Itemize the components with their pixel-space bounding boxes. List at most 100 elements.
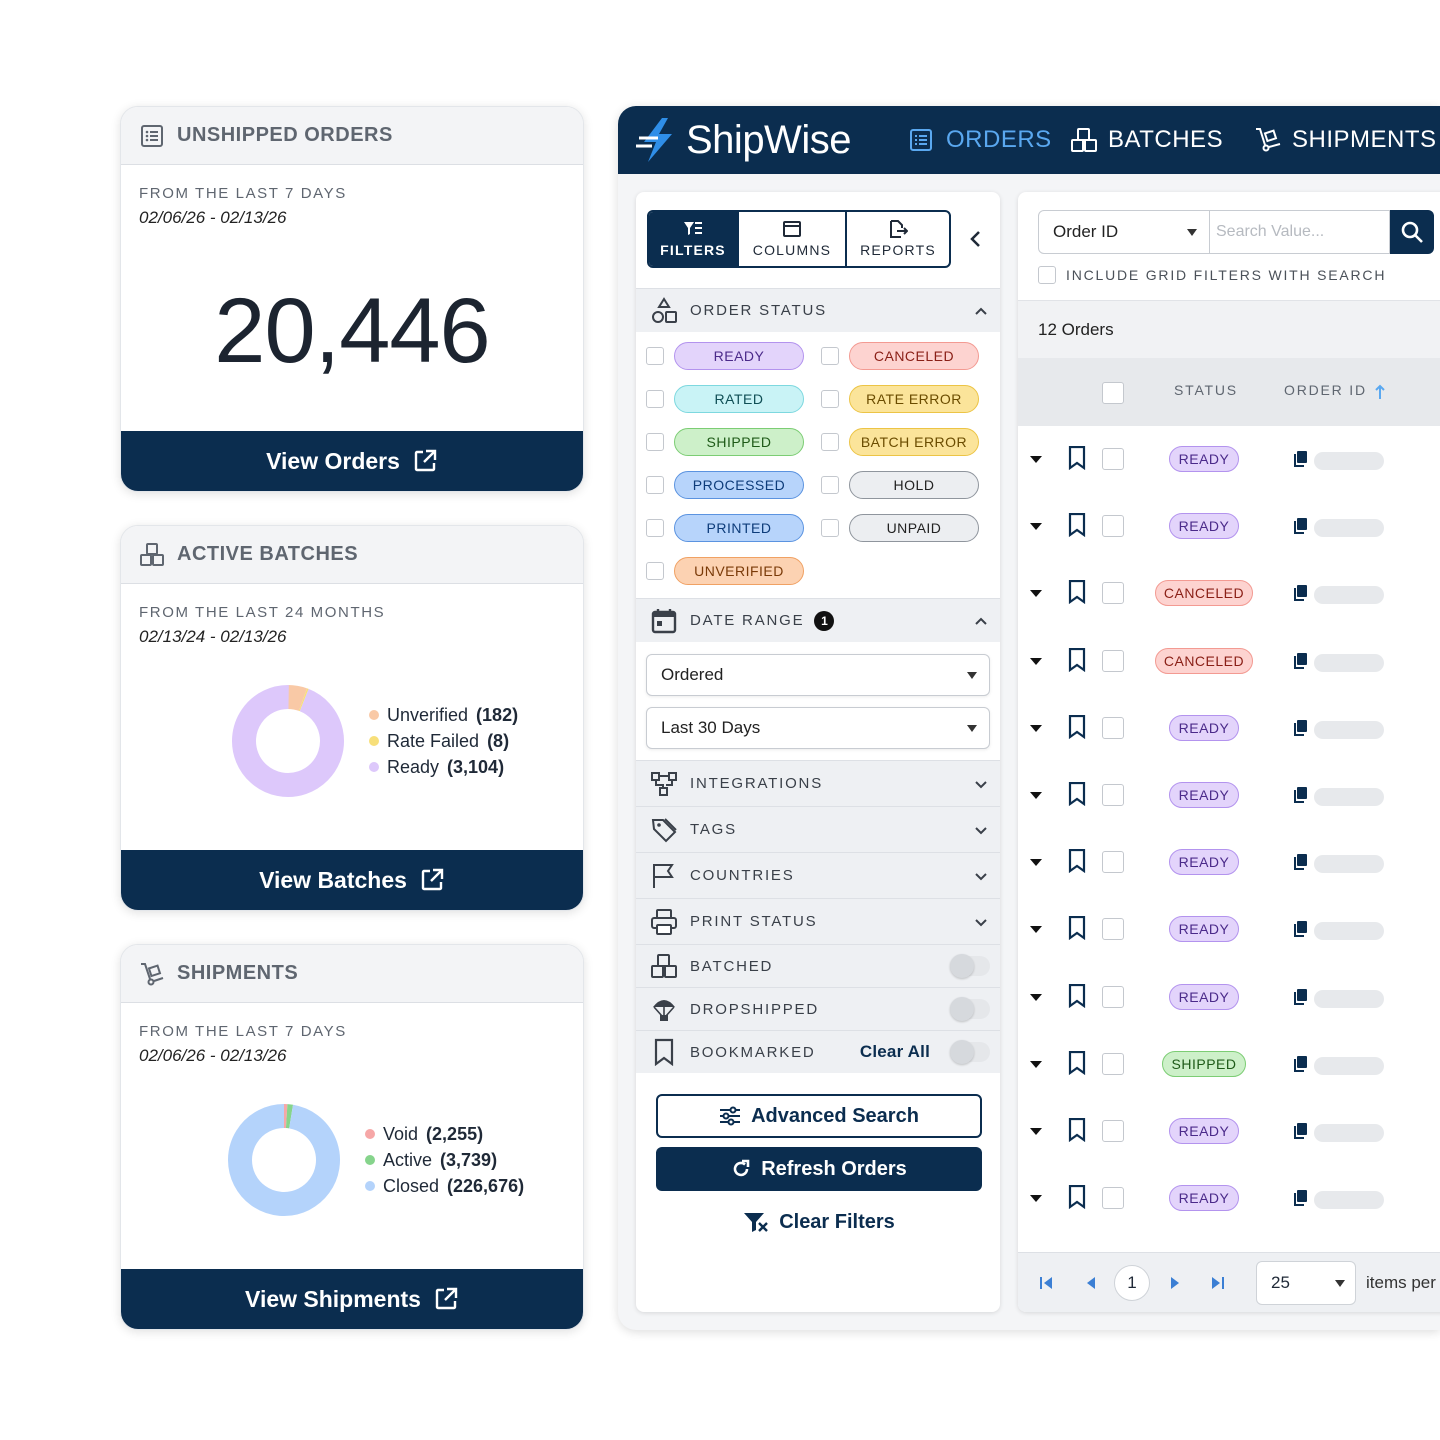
search-field-select[interactable]: Order ID <box>1038 210 1210 254</box>
bookmark-icon[interactable] <box>1068 1050 1086 1075</box>
status-option[interactable]: PROCESSED <box>646 471 804 499</box>
column-header-status[interactable]: STATUS <box>1174 382 1238 398</box>
row-checkbox[interactable] <box>1102 918 1124 941</box>
table-row[interactable]: CANCELED <box>1018 628 1440 695</box>
section-integrations[interactable]: INTEGRATIONS <box>636 760 1000 806</box>
dropshipped-toggle[interactable] <box>950 997 990 1021</box>
copy-icon[interactable] <box>1292 517 1308 535</box>
table-row[interactable]: READY <box>1018 426 1440 493</box>
status-pill[interactable]: HOLD <box>849 471 979 499</box>
status-option[interactable]: CANCELED <box>821 342 979 370</box>
bookmark-icon[interactable] <box>1068 983 1086 1008</box>
copy-icon[interactable] <box>1292 1055 1308 1073</box>
bookmark-icon[interactable] <box>1068 446 1086 470</box>
last-page-icon[interactable] <box>1210 1275 1226 1291</box>
expand-row-icon[interactable] <box>1030 993 1042 1001</box>
status-option[interactable]: UNVERIFIED <box>646 557 804 585</box>
include-grid-filters-option[interactable]: INCLUDE GRID FILTERS WITH SEARCH <box>1038 266 1386 284</box>
expand-row-icon[interactable] <box>1030 926 1042 934</box>
table-row[interactable]: SHIPPED <box>1018 1031 1440 1098</box>
refresh-orders-button[interactable]: Refresh Orders <box>656 1147 982 1191</box>
status-pill[interactable]: READY <box>674 342 804 370</box>
section-date-range[interactable]: DATE RANGE 1 <box>636 598 1000 642</box>
advanced-search-button[interactable]: Advanced Search <box>656 1094 982 1138</box>
expand-row-icon[interactable] <box>1030 859 1042 867</box>
tab-reports[interactable]: REPORTS <box>847 212 949 266</box>
row-checkbox[interactable] <box>1102 649 1124 672</box>
nav-shipments[interactable]: SHIPMENTS <box>1254 106 1437 174</box>
date-period-select[interactable]: Last 30 Days <box>646 707 990 749</box>
bookmark-icon[interactable] <box>1068 782 1086 806</box>
bookmark-icon[interactable] <box>1068 513 1086 538</box>
tab-filters[interactable]: FILTERS <box>649 212 739 266</box>
bookmark-icon[interactable] <box>1068 714 1086 739</box>
copy-icon[interactable] <box>1292 1122 1308 1140</box>
status-option[interactable]: SHIPPED <box>646 428 804 456</box>
copy-icon[interactable] <box>1292 584 1308 602</box>
table-row[interactable]: READY <box>1018 896 1440 963</box>
status-pill[interactable]: RATE ERROR <box>849 385 979 413</box>
table-row[interactable]: CANCELED <box>1018 560 1440 627</box>
status-checkbox[interactable] <box>821 476 839 494</box>
shipwise-logo[interactable]: ShipWise <box>636 116 851 164</box>
date-type-select[interactable]: Ordered <box>646 654 990 696</box>
status-option[interactable]: READY <box>646 342 804 370</box>
search-input[interactable] <box>1210 210 1390 254</box>
expand-row-icon[interactable] <box>1030 1128 1042 1135</box>
first-page-icon[interactable] <box>1038 1275 1054 1291</box>
table-row[interactable]: READY <box>1018 829 1440 896</box>
expand-row-icon[interactable] <box>1030 523 1042 531</box>
status-checkbox[interactable] <box>646 562 664 580</box>
status-pill[interactable]: UNPAID <box>849 514 979 542</box>
copy-icon[interactable] <box>1292 652 1308 670</box>
next-page-icon[interactable] <box>1168 1275 1184 1291</box>
status-checkbox[interactable] <box>821 390 839 408</box>
status-pill[interactable]: RATED <box>674 385 804 413</box>
status-checkbox[interactable] <box>646 390 664 408</box>
status-checkbox[interactable] <box>646 519 664 537</box>
copy-icon[interactable] <box>1292 988 1308 1006</box>
bookmark-icon[interactable] <box>1068 849 1086 874</box>
view-orders-button[interactable]: View Orders <box>121 431 583 491</box>
status-option[interactable]: UNPAID <box>821 514 979 542</box>
status-option[interactable]: RATE ERROR <box>821 385 979 413</box>
section-order-status[interactable]: ORDER STATUS <box>636 288 1000 332</box>
table-row[interactable]: READY <box>1018 1165 1440 1232</box>
include-filters-checkbox[interactable] <box>1038 266 1056 284</box>
status-pill[interactable]: CANCELED <box>849 342 979 370</box>
section-countries[interactable]: COUNTRIES <box>636 852 1000 898</box>
expand-row-icon[interactable] <box>1030 590 1042 598</box>
row-checkbox[interactable] <box>1102 582 1124 605</box>
copy-icon[interactable] <box>1292 853 1308 871</box>
row-checkbox[interactable] <box>1102 851 1124 874</box>
status-pill[interactable]: PRINTED <box>674 514 804 542</box>
row-checkbox[interactable] <box>1102 716 1124 739</box>
status-option[interactable]: BATCH ERROR <box>821 428 979 456</box>
expand-row-icon[interactable] <box>1030 1195 1042 1203</box>
row-checkbox[interactable] <box>1102 1120 1124 1142</box>
row-checkbox[interactable] <box>1102 515 1124 538</box>
table-row[interactable]: READY <box>1018 762 1440 829</box>
copy-icon[interactable] <box>1292 450 1308 468</box>
collapse-panel-icon[interactable] <box>966 228 986 250</box>
page-size-select[interactable]: 25 <box>1256 1261 1356 1305</box>
status-checkbox[interactable] <box>821 433 839 451</box>
copy-icon[interactable] <box>1292 786 1308 804</box>
status-option[interactable]: PRINTED <box>646 514 804 542</box>
previous-page-icon[interactable] <box>1082 1275 1098 1291</box>
table-row[interactable]: READY <box>1018 695 1440 762</box>
expand-row-icon[interactable] <box>1030 792 1042 799</box>
status-checkbox[interactable] <box>646 347 664 365</box>
bookmark-icon[interactable] <box>1068 580 1086 605</box>
table-row[interactable]: READY <box>1018 493 1440 560</box>
current-page[interactable]: 1 <box>1114 1265 1150 1301</box>
column-header-order-id[interactable]: ORDER ID <box>1284 382 1367 398</box>
sort-ascending-icon[interactable] <box>1374 384 1386 400</box>
expand-row-icon[interactable] <box>1030 1060 1042 1068</box>
status-option[interactable]: HOLD <box>821 471 979 499</box>
tab-columns[interactable]: COLUMNS <box>739 212 847 266</box>
status-option[interactable]: RATED <box>646 385 804 413</box>
bookmarked-toggle[interactable] <box>950 1040 990 1064</box>
copy-icon[interactable] <box>1292 719 1308 737</box>
clear-all-link[interactable]: Clear All <box>859 1042 930 1061</box>
